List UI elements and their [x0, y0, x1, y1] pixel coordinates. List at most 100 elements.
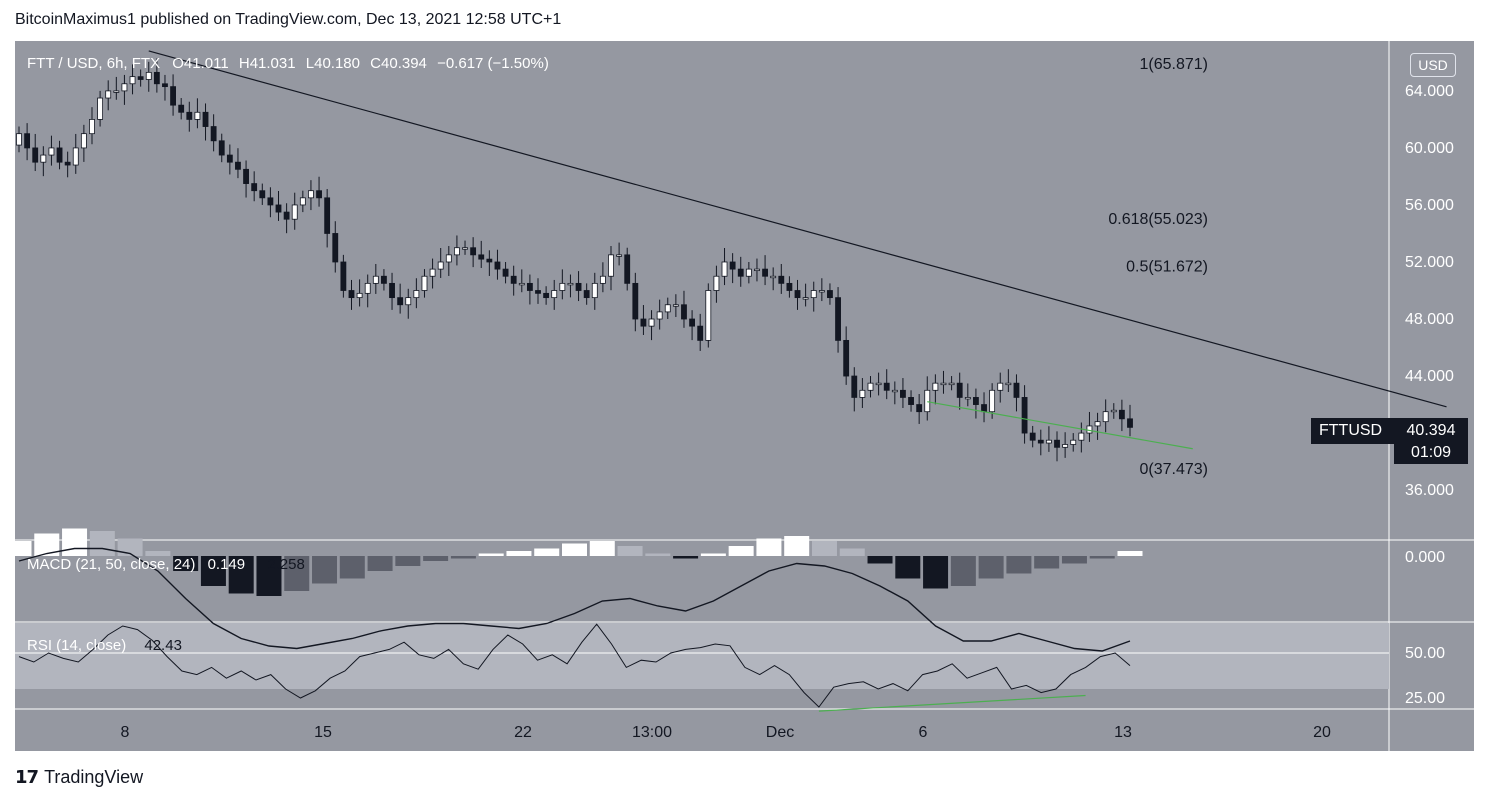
candle-up [964, 397, 971, 400]
candle-up [89, 119, 95, 135]
candle-down [981, 404, 987, 413]
macd-histogram-bar [312, 556, 338, 584]
macd-legend[interactable]: MACD (21, 50, close, 24) 0.149 2.258 [27, 556, 305, 573]
rsi-value: 42.43 [144, 637, 182, 654]
rsi-support-line [818, 694, 1086, 712]
time-tick-label: 20 [1313, 724, 1331, 741]
macd-histogram-bar [423, 556, 449, 561]
candle-up [616, 254, 623, 257]
candle-up [599, 275, 606, 284]
candle-down [640, 318, 647, 327]
candle-up [713, 275, 720, 291]
macd-histogram-bar [839, 548, 865, 556]
candle-down [973, 397, 979, 405]
macd-histogram-bar [200, 556, 226, 586]
candle-up [518, 282, 525, 286]
candle-up [1005, 382, 1012, 386]
candle-down [510, 275, 517, 284]
candle-up [1070, 439, 1077, 445]
candle-up [299, 197, 306, 206]
rsi-line [18, 623, 1131, 708]
candle-down [178, 104, 185, 113]
last-price: 40.394 [1406, 422, 1456, 439]
candle-up [802, 297, 809, 300]
candle-up [308, 190, 314, 199]
price-tag-symbol: FTTUSD [1319, 422, 1383, 439]
macd-histogram-bar [367, 556, 393, 571]
candle-down [697, 325, 704, 341]
tradingview-logo-icon: 𝟭𝟳 [15, 767, 39, 787]
footer-brand[interactable]: 𝟭𝟳 TradingView [15, 767, 143, 788]
candle-up [129, 76, 136, 85]
candle-down [397, 297, 404, 306]
candle-down [778, 275, 785, 284]
macd-histogram-bar [784, 536, 810, 556]
macd-histogram-bar [895, 556, 921, 579]
candle-down [267, 197, 274, 206]
candle-down [170, 86, 176, 106]
macd-histogram-bar [1117, 551, 1143, 556]
legend-close-label: C [370, 55, 382, 72]
candle-up [97, 97, 104, 120]
candle-up [105, 90, 112, 99]
symbol-legend[interactable]: FTT / USD, 6h, FTX O41.011 H41.031 L40.1… [27, 55, 549, 72]
candle-down [624, 254, 631, 284]
candle-down [794, 290, 801, 299]
rsi-tick-label: 25.00 [1405, 690, 1445, 707]
macd-histogram-bar [34, 533, 60, 556]
macd-histogram-bar [395, 556, 421, 566]
macd-histogram-bar [923, 556, 949, 589]
rsi-tick-label: 50.00 [1405, 645, 1445, 662]
candle-up [291, 204, 298, 220]
chart-area[interactable]: 1(65.871) 0.618(55.023) 0.5(51.672) 0(37.47… [15, 41, 1474, 751]
candle-up [932, 382, 939, 391]
time-axis: 8 15 22 13:00 Dec 6 13 20 [121, 724, 1331, 741]
candle-up [672, 304, 679, 307]
candle-down [283, 211, 290, 220]
macd-histogram-bar [145, 551, 171, 556]
bar-countdown: 01:09 [1410, 444, 1452, 461]
macd-histogram-bar [811, 541, 837, 556]
currency-badge[interactable]: USD [1410, 53, 1456, 77]
chart-svg[interactable]: 1(65.871) 0.618(55.023) 0.5(51.672) 0(37.47… [15, 41, 1474, 751]
candle-up [948, 382, 955, 386]
candle-down [316, 190, 322, 199]
candle-down [137, 76, 144, 80]
macd-histogram-bar [89, 531, 115, 556]
fib-level-label: 1(65.871) [1140, 56, 1209, 73]
candle-up [648, 318, 655, 327]
candle-down [583, 290, 590, 299]
rsi-band [15, 623, 1389, 689]
price-tick-label: 60.000 [1405, 140, 1454, 157]
candle-down [348, 290, 355, 299]
candle-up [194, 111, 201, 120]
candle-down [381, 275, 387, 284]
candle-down [1021, 397, 1028, 434]
candle-down [486, 258, 493, 263]
macd-histogram-bar [450, 556, 476, 559]
price-tick-label: 36.000 [1405, 482, 1454, 499]
candle-down [32, 147, 39, 163]
annotation-lines [148, 50, 1447, 450]
candle-up [1062, 444, 1069, 448]
rsi-label: RSI (14, close) [27, 637, 127, 654]
candle-up [1110, 409, 1117, 413]
candle-down [851, 375, 858, 398]
candle-up [810, 290, 817, 299]
macd-value-2: 2.258 [267, 556, 305, 573]
macd-histogram-bar [562, 543, 587, 556]
candle-down [908, 397, 914, 405]
fib-level-label: 0.5(51.672) [1126, 259, 1208, 276]
candle-up [1086, 425, 1093, 434]
fib-level-label: 0(37.473) [1140, 461, 1209, 478]
candle-up [1094, 421, 1101, 427]
legend-high-label: H [238, 55, 250, 72]
candle-down [883, 382, 890, 391]
macd-histogram-bar [284, 556, 310, 591]
rsi-legend[interactable]: RSI (14, close) 42.43 [27, 637, 182, 654]
time-tick-label: 13 [1114, 724, 1132, 741]
candle-up [754, 268, 760, 272]
candle-up [997, 382, 1004, 391]
candle-up [591, 282, 598, 299]
candle-up [924, 389, 931, 413]
